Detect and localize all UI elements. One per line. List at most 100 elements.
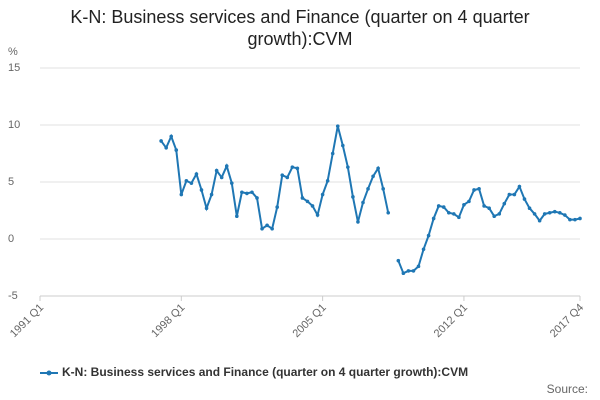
data-point: [214, 168, 219, 173]
chart-title: K-N: Business services and Finance (quar…: [70, 7, 530, 49]
data-point: [573, 217, 577, 222]
legend-label: K-N: Business services and Finance (quar…: [62, 365, 468, 379]
data-point: [255, 196, 259, 200]
data-point: [265, 223, 269, 228]
data-point: [411, 269, 416, 273]
data-point: [341, 143, 345, 148]
data-point: [371, 174, 375, 179]
data-point: [558, 210, 562, 215]
data-point: [260, 226, 264, 231]
data-point: [512, 192, 517, 197]
data-point: [315, 213, 320, 217]
data-point: [194, 172, 199, 176]
data-point: [245, 191, 249, 196]
x-tick-label: 2005 Q1: [290, 302, 328, 340]
x-tick-label: 2012 Q1: [432, 302, 470, 340]
y-unit: %: [8, 46, 18, 58]
y-tick-label: 10: [8, 119, 20, 131]
data-point: [563, 213, 567, 217]
data-point: [452, 212, 456, 216]
data-point: [406, 269, 411, 273]
data-point: [310, 204, 315, 208]
data-point: [204, 206, 209, 211]
data-point: [401, 271, 406, 276]
data-point: [199, 188, 204, 192]
data-point: [436, 204, 441, 208]
data-point: [527, 206, 532, 211]
data-point: [169, 134, 174, 139]
data-point: [477, 187, 481, 191]
data-point: [381, 187, 385, 191]
data-point: [492, 214, 497, 218]
data-point: [209, 192, 214, 197]
data-point: [179, 192, 184, 197]
data-point: [462, 203, 466, 207]
data-point: [189, 181, 194, 185]
data-point: [275, 205, 279, 209]
data-point: [396, 258, 401, 263]
data-point: [376, 166, 380, 171]
data-point: [482, 204, 486, 208]
data-point: [330, 151, 335, 156]
data-point: [351, 195, 355, 199]
data-point: [159, 139, 163, 143]
series-line: [160, 125, 581, 275]
y-tick-label: 0: [8, 233, 14, 245]
data-point: [472, 188, 476, 192]
data-point: [578, 216, 582, 221]
data-point: [497, 212, 502, 216]
data-point: [346, 165, 350, 169]
data-point: [295, 166, 300, 171]
source: Source:: [547, 382, 588, 396]
data-point: [542, 212, 547, 216]
data-point: [517, 184, 522, 189]
data-point: [457, 215, 461, 220]
data-point: [421, 247, 426, 252]
data-point: [300, 196, 305, 200]
data-point: [240, 190, 244, 195]
data-point: [335, 124, 340, 128]
data-point: [235, 214, 239, 218]
data-point: [356, 220, 360, 224]
data-point: [285, 175, 290, 180]
data-point: [552, 209, 557, 214]
x-tick-label: 1998 Q1: [149, 302, 187, 340]
data-point: [224, 164, 229, 168]
y-tick-label: -5: [8, 290, 18, 302]
data-point: [250, 190, 254, 195]
data-point: [290, 165, 295, 169]
data-point: [361, 200, 365, 205]
data-point: [386, 210, 391, 215]
data-point: [305, 199, 310, 204]
data-point: [366, 187, 370, 191]
data-point: [446, 210, 451, 215]
data-point: [441, 205, 446, 209]
x-tick-label: 1991 Q1: [8, 302, 46, 340]
data-point: [507, 192, 512, 197]
data-point: [320, 192, 325, 197]
data-point: [502, 201, 507, 206]
data-point: [532, 212, 537, 216]
data-point: [547, 210, 552, 215]
data-point: [164, 146, 168, 150]
data-point: [487, 206, 491, 211]
data-point: [219, 175, 224, 180]
y-tick-label: 5: [8, 176, 14, 188]
data-point: [174, 148, 179, 152]
data-point: [229, 181, 234, 185]
data-point: [568, 217, 572, 222]
data-point: [426, 233, 431, 238]
data-point: [270, 226, 274, 231]
data-point: [416, 264, 421, 269]
data-point: [325, 179, 330, 183]
data-point: [537, 218, 542, 223]
x-tick-label: 2017 Q4: [548, 302, 586, 340]
data-point: [184, 179, 189, 183]
data-point: [467, 199, 471, 204]
data-point: [522, 197, 527, 201]
data-point: [431, 216, 436, 221]
y-tick-label: 15: [8, 62, 20, 74]
data-point: [280, 173, 285, 177]
